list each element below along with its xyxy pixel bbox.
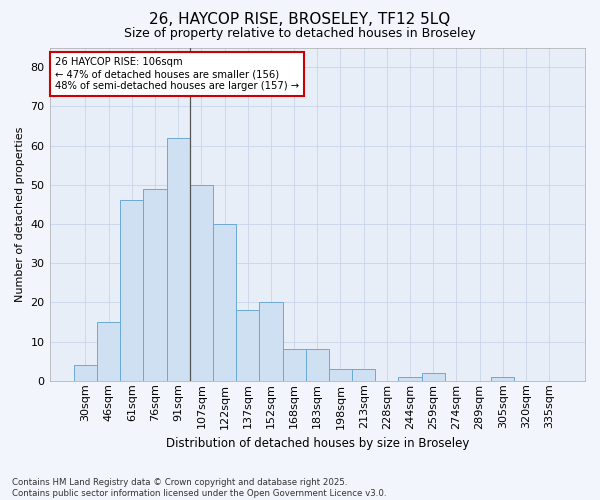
- Bar: [236, 310, 259, 381]
- Bar: [329, 369, 352, 381]
- Text: Contains HM Land Registry data © Crown copyright and database right 2025.
Contai: Contains HM Land Registry data © Crown c…: [12, 478, 386, 498]
- Bar: [422, 373, 445, 381]
- X-axis label: Distribution of detached houses by size in Broseley: Distribution of detached houses by size …: [166, 437, 469, 450]
- Bar: [283, 350, 305, 381]
- Text: 26 HAYCOP RISE: 106sqm
← 47% of detached houses are smaller (156)
48% of semi-de: 26 HAYCOP RISE: 106sqm ← 47% of detached…: [55, 58, 299, 90]
- Bar: [167, 138, 190, 381]
- Bar: [74, 365, 97, 381]
- Bar: [305, 350, 329, 381]
- Y-axis label: Number of detached properties: Number of detached properties: [15, 126, 25, 302]
- Bar: [213, 224, 236, 381]
- Bar: [120, 200, 143, 381]
- Bar: [491, 377, 514, 381]
- Bar: [143, 188, 167, 381]
- Bar: [352, 369, 375, 381]
- Text: Size of property relative to detached houses in Broseley: Size of property relative to detached ho…: [124, 28, 476, 40]
- Text: 26, HAYCOP RISE, BROSELEY, TF12 5LQ: 26, HAYCOP RISE, BROSELEY, TF12 5LQ: [149, 12, 451, 28]
- Bar: [259, 302, 283, 381]
- Bar: [97, 322, 120, 381]
- Bar: [398, 377, 422, 381]
- Bar: [190, 184, 213, 381]
